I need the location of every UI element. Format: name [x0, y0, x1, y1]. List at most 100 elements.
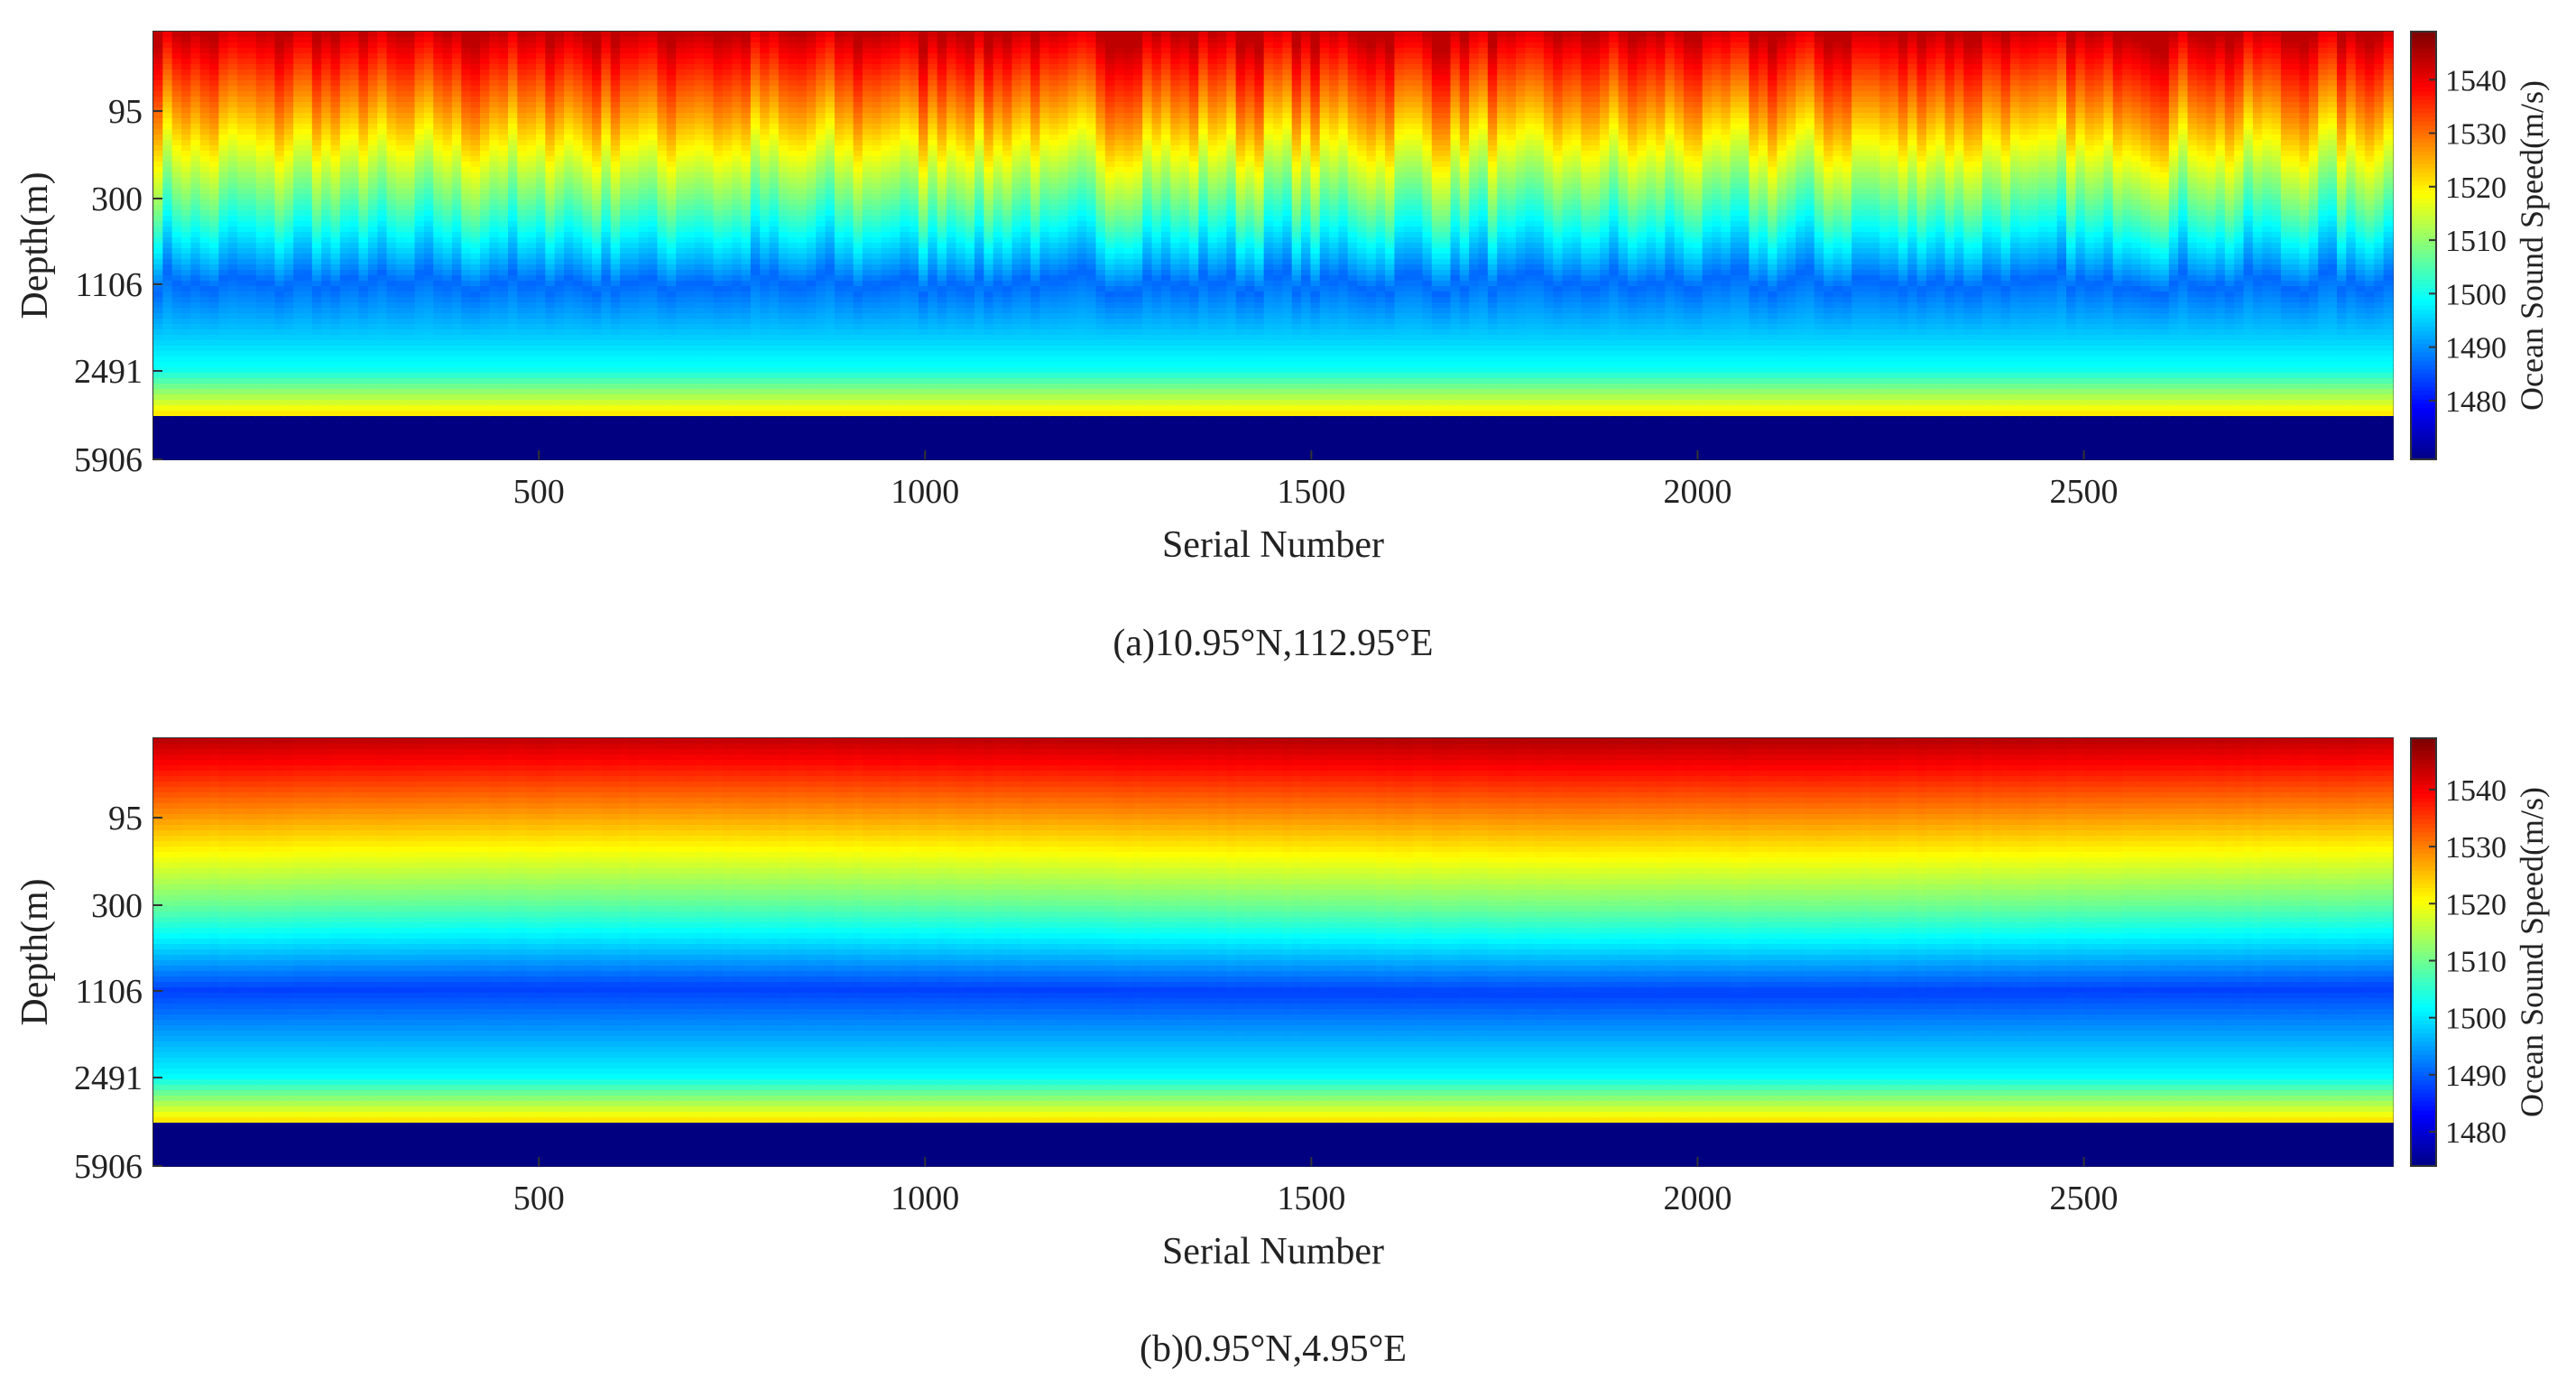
colorbar-step	[2411, 743, 2436, 747]
colorbar-step	[2411, 442, 2436, 447]
colorbar-step	[2411, 216, 2436, 220]
colorbar-step	[2411, 930, 2436, 935]
colorbar-step	[2411, 884, 2436, 888]
colorbar-step	[2411, 995, 2436, 999]
colorbar-step	[2411, 271, 2436, 275]
colorbar-step	[2411, 910, 2436, 914]
panel-b-colorbar-label: Ocean Sound Speed(m/s)	[2514, 787, 2550, 1117]
panel-a-y-axis-label: Depth(m)	[14, 171, 56, 319]
panel-a-x-axis-label: Serial Number	[1162, 524, 1384, 566]
colorbar-step	[2411, 1119, 2436, 1124]
y-tick-label: 1106	[75, 266, 143, 304]
colorbar-step	[2411, 155, 2436, 160]
colorbar-step	[2411, 1115, 2436, 1119]
colorbar-step	[2411, 113, 2436, 117]
panel-b-heatmap	[153, 738, 2394, 1167]
colorbar-step	[2411, 811, 2436, 816]
colorbar-step	[2411, 258, 2436, 263]
colorbar-step	[2411, 862, 2436, 866]
colorbar-step	[2411, 905, 2436, 910]
colorbar-step	[2411, 965, 2436, 969]
colorbar-tick-label: 1480	[2445, 1116, 2507, 1150]
colorbar-step	[2411, 858, 2436, 863]
colorbar-step	[2411, 1141, 2436, 1145]
colorbar-step	[2411, 100, 2436, 105]
colorbar-step	[2411, 284, 2436, 289]
colorbar-step	[2411, 356, 2436, 361]
colorbar-step	[2411, 314, 2436, 319]
colorbar-step	[2411, 952, 2436, 957]
y-tick-label: 300	[91, 180, 143, 218]
colorbar-step	[2411, 1050, 2436, 1055]
colorbar-step	[2411, 1038, 2436, 1042]
colorbar-step	[2411, 220, 2436, 225]
figure: 500 1000 1500 2000 2500 95300110624915906 Se…	[0, 0, 2576, 1388]
x-tick-label: 2000	[1663, 1180, 1731, 1217]
colorbar-step	[2411, 773, 2436, 777]
colorbar-step	[2411, 832, 2436, 837]
colorbar-step	[2411, 383, 2436, 387]
colorbar-step	[2411, 1106, 2436, 1111]
colorbar-step	[2411, 1046, 2436, 1050]
colorbar-step	[2411, 935, 2436, 939]
colorbar-step	[2411, 250, 2436, 254]
colorbar-step	[2411, 854, 2436, 858]
y-tick-label: 2491	[74, 353, 143, 391]
colorbar-step	[2411, 918, 2436, 922]
colorbar-step	[2411, 982, 2436, 986]
panel-b-caption: (b)0.95°N,4.95°E	[1140, 1328, 1407, 1370]
colorbar-step	[2411, 147, 2436, 152]
panel-a-colorbar-label: Ocean Sound Speed(m/s)	[2514, 80, 2550, 411]
colorbar-step	[2411, 267, 2436, 272]
colorbar-step	[2411, 199, 2436, 203]
colorbar-step	[2411, 139, 2436, 143]
colorbar-step	[2411, 224, 2436, 228]
colorbar-step	[2411, 331, 2436, 336]
colorbar-step	[2411, 1033, 2436, 1038]
colorbar-step	[2411, 134, 2436, 139]
colorbar-step	[2411, 263, 2436, 267]
colorbar-step	[2411, 768, 2436, 773]
colorbar-step	[2411, 1149, 2436, 1153]
y-tick-label: 2491	[74, 1060, 143, 1097]
colorbar-step	[2411, 974, 2436, 978]
colorbar-step	[2411, 815, 2436, 819]
colorbar-step	[2411, 172, 2436, 177]
colorbar-step	[2411, 164, 2436, 169]
colorbar-step	[2411, 819, 2436, 824]
colorbar-step	[2411, 1153, 2436, 1158]
colorbar-step	[2411, 91, 2436, 96]
colorbar-step	[2411, 1110, 2436, 1115]
colorbar-step	[2411, 378, 2436, 383]
colorbar-step	[2411, 53, 2436, 58]
y-tick-label: 1106	[75, 973, 143, 1011]
colorbar-step	[2411, 408, 2436, 412]
colorbar-step	[2411, 438, 2436, 442]
colorbar-step	[2411, 280, 2436, 284]
colorbar-step	[2411, 327, 2436, 331]
colorbar-step	[2411, 336, 2436, 340]
colorbar-step	[2411, 430, 2436, 434]
colorbar-step	[2411, 417, 2436, 421]
colorbar-step	[2411, 108, 2436, 113]
colorbar-step	[2411, 117, 2436, 122]
colorbar-step	[2411, 297, 2436, 301]
x-tick-label: 1000	[891, 1180, 959, 1217]
colorbar-step	[2411, 875, 2436, 880]
colorbar-step	[2411, 794, 2436, 799]
colorbar-step	[2411, 49, 2436, 53]
colorbar-step	[2411, 391, 2436, 395]
colorbar-step	[2411, 447, 2436, 451]
colorbar-step	[2411, 181, 2436, 186]
panel-b-y-axis-label: Depth(m)	[14, 878, 56, 1025]
x-tick-label: 2500	[2050, 1180, 2119, 1217]
colorbar-step	[2411, 211, 2436, 216]
colorbar-step	[2411, 751, 2436, 755]
x-tick-label: 2000	[1663, 473, 1731, 511]
colorbar-step	[2411, 927, 2436, 931]
colorbar-step	[2411, 44, 2436, 49]
colorbar-step	[2411, 760, 2436, 764]
colorbar-step	[2411, 807, 2436, 811]
